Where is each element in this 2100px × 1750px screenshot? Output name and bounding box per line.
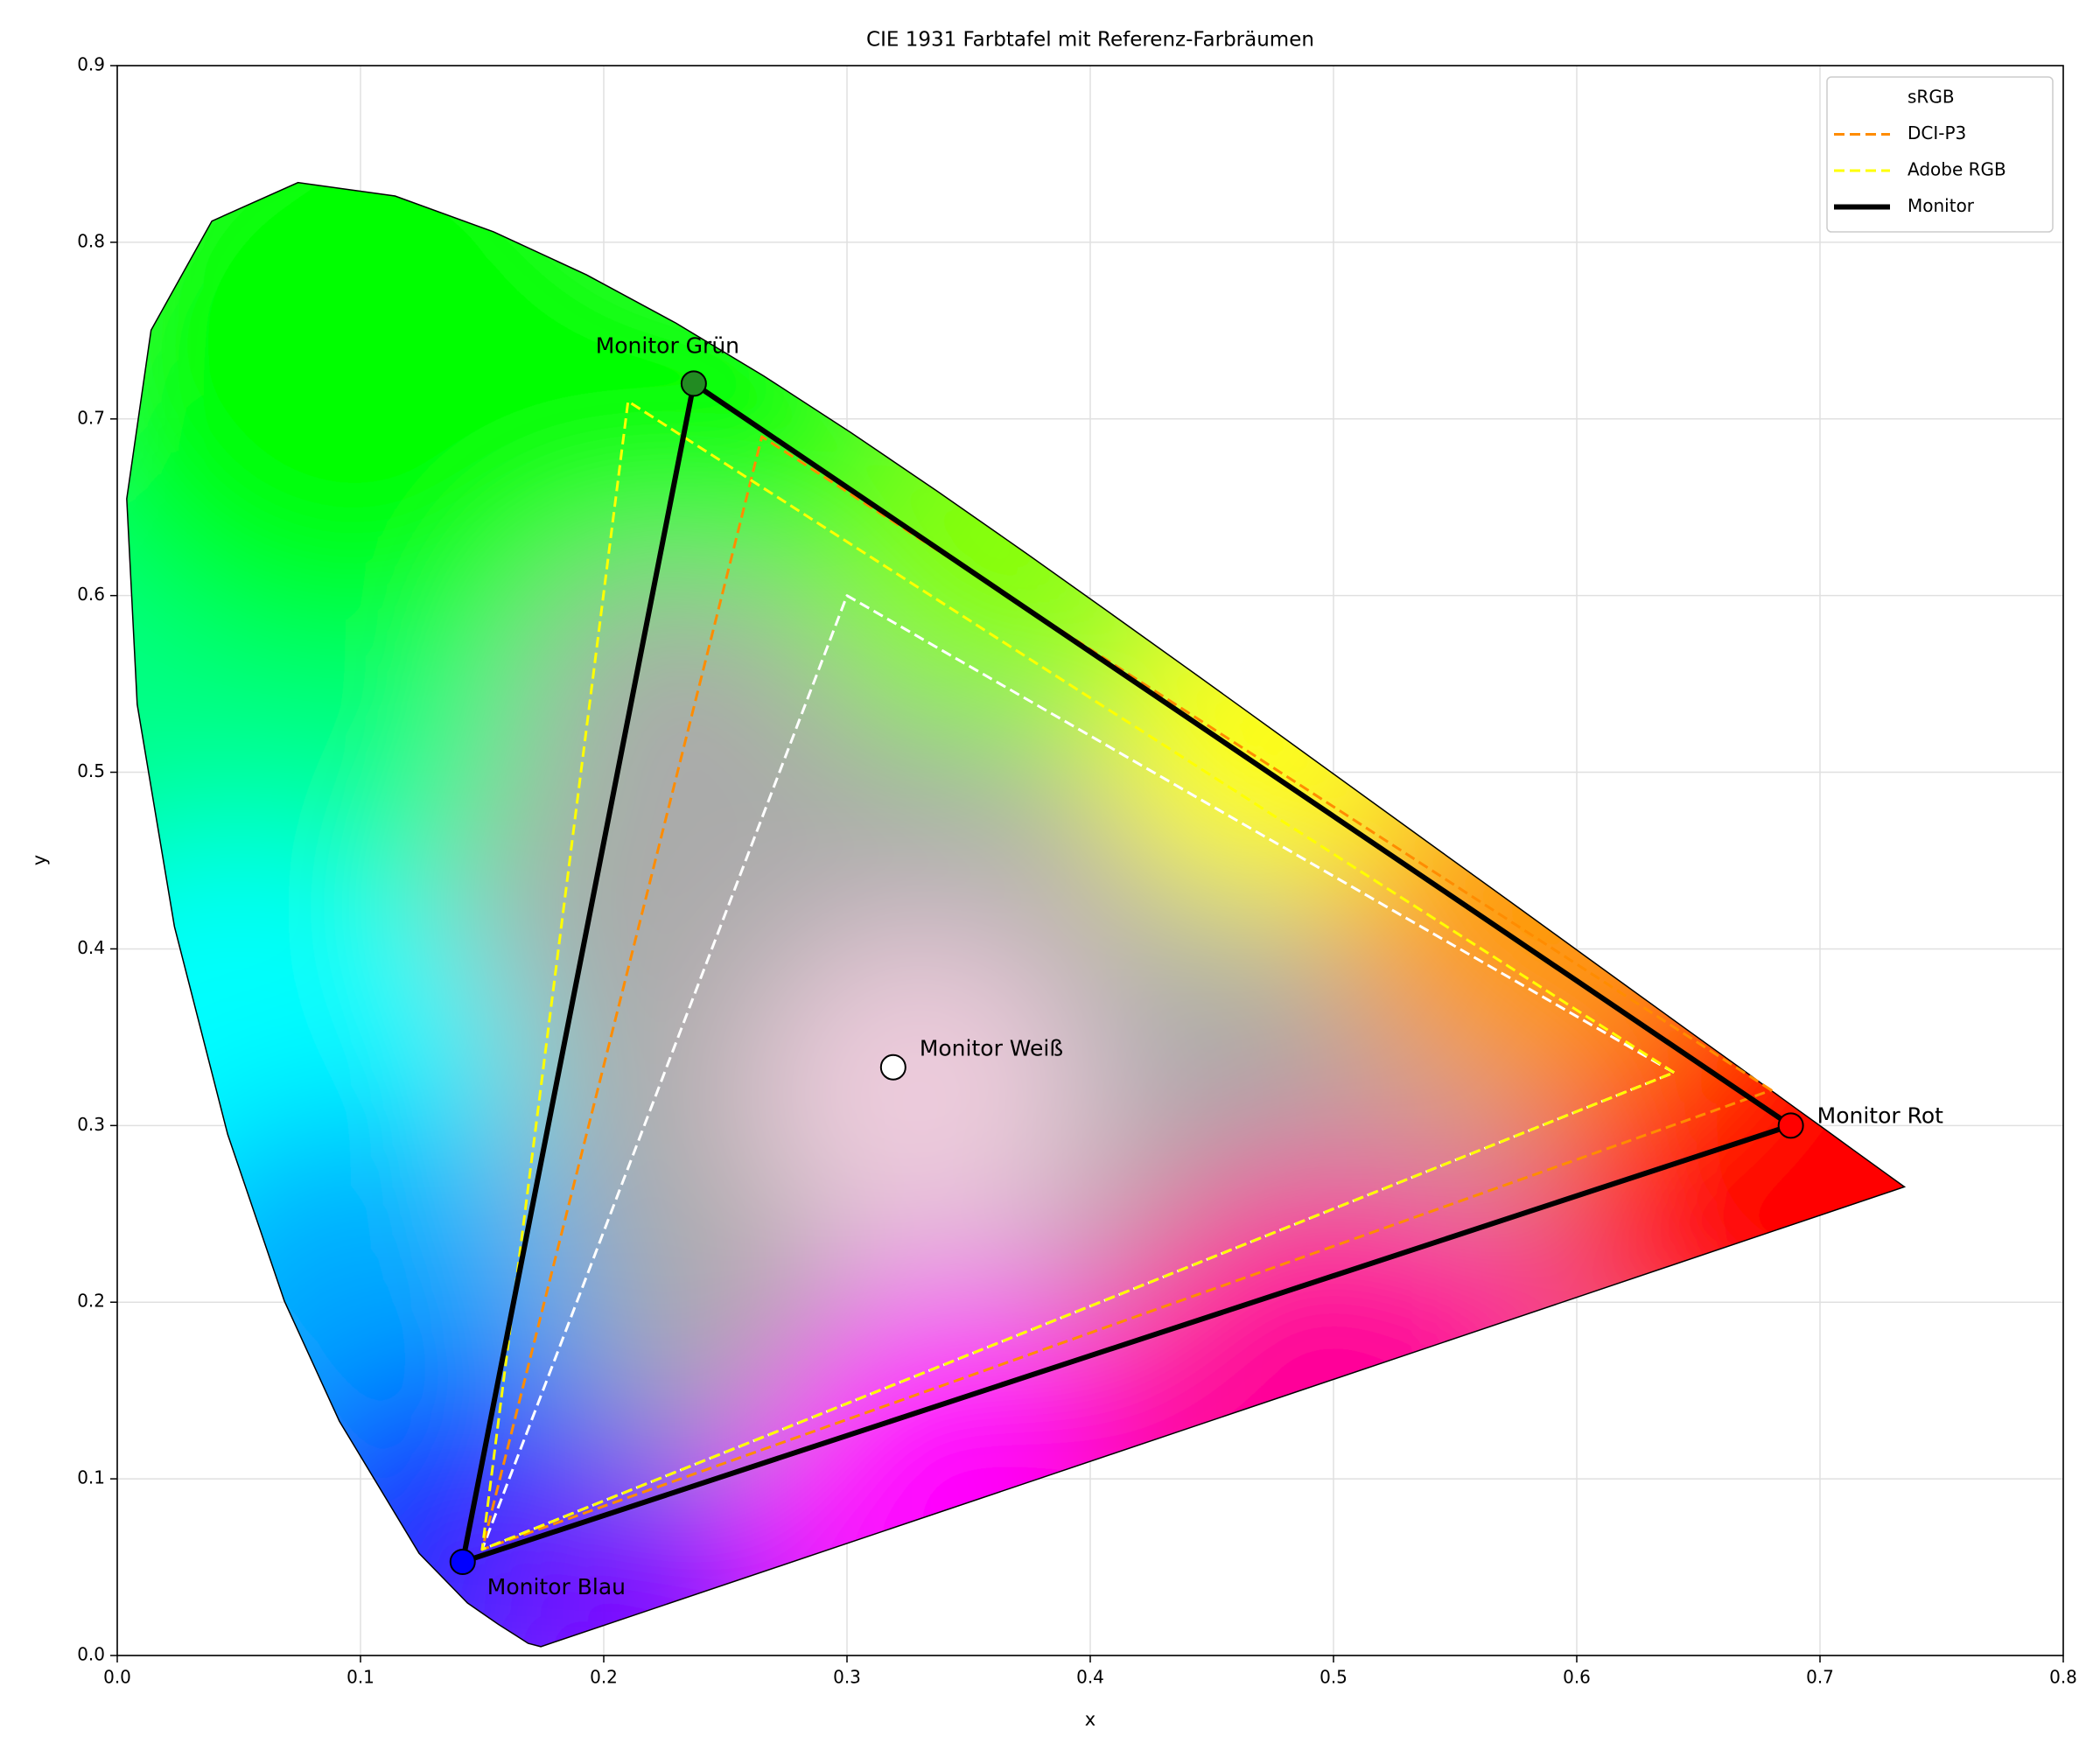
chart-title: CIE 1931 Farbtafel mit Referenz-Farbräum… xyxy=(866,29,1314,52)
x-tick-label: 0.4 xyxy=(1076,1667,1104,1688)
x-axis-label: x xyxy=(1085,1709,1096,1730)
y-axis-label: y xyxy=(29,855,50,865)
primary-point xyxy=(1777,1112,1804,1139)
x-tick-label: 0.2 xyxy=(590,1667,618,1688)
point-label: Monitor Grün xyxy=(596,332,739,358)
x-tick-label: 0.8 xyxy=(2049,1667,2077,1688)
y-tick-label: 0.9 xyxy=(77,54,105,75)
gamut-triangle xyxy=(459,381,1794,1564)
x-tick-label: 0.0 xyxy=(103,1667,131,1688)
y-tick-label: 0.0 xyxy=(77,1644,105,1665)
y-tick-label: 0.3 xyxy=(77,1114,105,1135)
y-tick-label: 0.7 xyxy=(77,407,105,428)
primary-point xyxy=(879,1054,906,1081)
x-tick-label: 0.1 xyxy=(346,1667,374,1688)
y-tick-label: 0.4 xyxy=(77,937,105,958)
point-label: Monitor Rot xyxy=(1817,1102,1944,1128)
legend-label: DCI-P3 xyxy=(1908,122,1966,144)
legend-label: sRGB xyxy=(1908,87,1955,108)
point-label: Monitor Blau xyxy=(487,1574,626,1600)
gamut-triangle xyxy=(480,400,1676,1551)
legend-label: Adobe RGB xyxy=(1908,159,2006,180)
y-tick-label: 0.2 xyxy=(77,1291,105,1312)
x-tick-label: 0.7 xyxy=(1806,1667,1834,1688)
point-label: Monitor Weiß xyxy=(920,1036,1063,1061)
x-tick-label: 0.6 xyxy=(1563,1667,1591,1688)
y-tick-label: 0.1 xyxy=(77,1467,105,1488)
gamut-triangle xyxy=(480,435,1773,1551)
x-tick-label: 0.5 xyxy=(1320,1667,1348,1688)
y-tick-label: 0.6 xyxy=(77,584,105,605)
legend-box xyxy=(1826,76,2054,233)
primary-point xyxy=(680,370,707,397)
primary-point xyxy=(449,1548,476,1575)
x-tick-label: 0.3 xyxy=(833,1667,861,1688)
legend-label: Monitor xyxy=(1908,195,1975,216)
y-tick-label: 0.5 xyxy=(77,760,105,781)
y-tick-label: 0.8 xyxy=(77,230,105,251)
legend: sRGB DCI-P3 Adobe RGB Monitor xyxy=(1826,76,2054,233)
